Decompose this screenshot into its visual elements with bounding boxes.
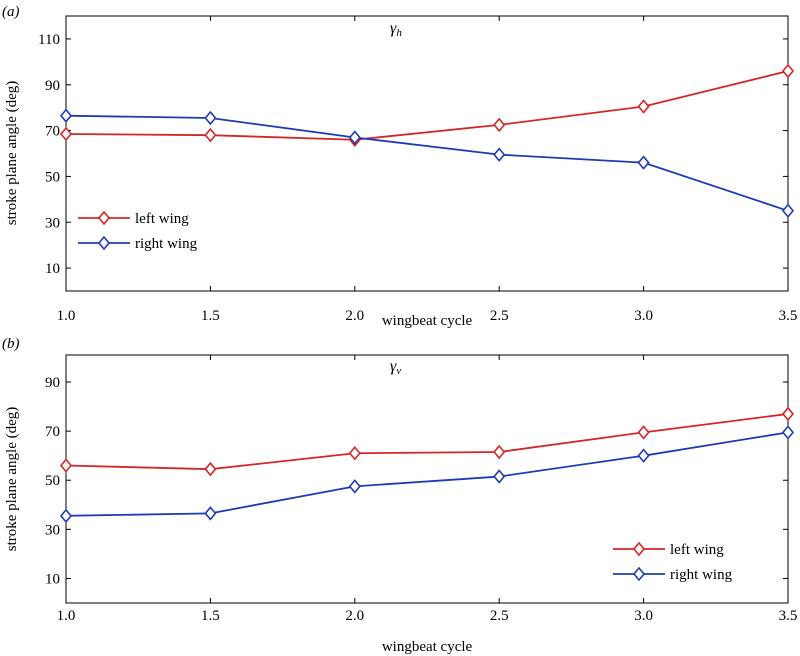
data-point-left-wing-a: [493, 117, 506, 133]
legend-marker-right-wing-a: [97, 235, 111, 251]
series-layer-b: [59, 406, 795, 524]
x-tick-label-b: 2.0: [345, 608, 364, 624]
data-point-left-wing-b: [348, 445, 361, 461]
panel-label-b: (b): [2, 336, 20, 352]
legend-label-right-wing-a: right wing: [135, 236, 198, 252]
series-line-right-wing-b: [65, 431, 789, 517]
x-tick-label-b: 1.0: [57, 608, 76, 624]
x-axis-label-b: wingbeat cycle: [382, 639, 473, 655]
legend-label-left-wing-b: left wing: [670, 542, 724, 558]
x-tick-label-b: 1.5: [201, 608, 220, 624]
data-point-left-wing-b: [637, 425, 650, 440]
y-tick-label-a: 70: [45, 124, 60, 140]
data-point-left-wing-b: [59, 458, 73, 473]
data-point-left-wing-a: [781, 63, 795, 79]
data-point-right-wing-a: [637, 155, 650, 170]
x-tick-label-a: 1.0: [57, 308, 76, 324]
data-point-right-wing-b: [348, 479, 361, 494]
data-point-right-wing-b: [493, 469, 506, 484]
data-point-right-wing-b: [637, 448, 650, 463]
legend-label-left-wing-a: left wing: [135, 211, 189, 227]
plot-frame-b: [65, 354, 789, 604]
chart-panel-a: (a) γh wingbeat cycle stroke plane angle…: [2, 4, 797, 329]
y-tick-label-b: 90: [45, 375, 60, 391]
legend-marker-left-wing-b: [632, 541, 646, 557]
x-tick-label-a: 2.0: [345, 308, 364, 324]
y-tick-label-a: 50: [45, 169, 60, 185]
y-tick-label-a: 30: [45, 215, 60, 231]
data-point-right-wing-b: [204, 506, 217, 521]
data-point-right-wing-a: [59, 108, 73, 123]
data-point-right-wing-a: [348, 130, 361, 145]
x-tick-label-b: 3.5: [779, 608, 798, 624]
series-line-left-wing-b: [65, 413, 789, 471]
y-tick-label-a: 110: [38, 32, 60, 48]
y-tick-label-b: 70: [45, 424, 60, 440]
series-layer-a: [59, 63, 795, 219]
x-tick-label-b: 2.5: [490, 608, 509, 624]
y-tick-label-b: 50: [45, 473, 60, 489]
data-point-left-wing-a: [637, 99, 650, 114]
chart-title-b: γv: [390, 358, 401, 377]
legend-b: left wing right wing: [613, 541, 733, 583]
legend-marker-left-wing-a: [97, 210, 111, 226]
x-tick-label-a: 2.5: [490, 308, 509, 324]
data-point-left-wing-b: [781, 406, 795, 422]
series-line-left-wing-a: [65, 70, 789, 141]
legend-label-right-wing-b: right wing: [670, 567, 733, 583]
y-tick-label-a: 90: [45, 78, 60, 94]
y-tick-label-a: 10: [45, 261, 60, 277]
chart-title-a: γh: [390, 20, 402, 39]
data-point-right-wing-a: [781, 203, 795, 219]
legend-a: left wing right wing: [78, 210, 198, 252]
y-tick-label-b: 10: [45, 571, 60, 587]
x-axis-label-a: wingbeat cycle: [382, 313, 473, 329]
ticks-b: 1.0 1.5 2.0 2.5 3.0 3.5 10 30 50 70 90: [45, 355, 797, 624]
data-point-right-wing-b: [781, 425, 795, 440]
x-tick-label-a: 3.0: [634, 308, 653, 324]
plot-frame-a: [65, 15, 789, 292]
x-tick-label-a: 1.5: [201, 308, 220, 324]
ticks-a: 1.0 1.5 2.0 2.5 3.0 3.5 10 30 50 70 90 110: [38, 16, 797, 324]
data-point-left-wing-a: [59, 126, 73, 142]
data-point-left-wing-b: [204, 461, 217, 477]
chart-panel-b: (b) γv wingbeat cycle stroke plane angle…: [2, 336, 797, 655]
y-tick-label-b: 30: [45, 522, 60, 538]
data-point-left-wing-b: [493, 444, 506, 460]
data-point-right-wing-b: [59, 508, 73, 524]
data-point-right-wing-a: [204, 110, 217, 126]
x-tick-label-b: 3.0: [634, 608, 653, 624]
series-line-right-wing-a: [65, 114, 789, 212]
x-tick-label-a: 3.5: [779, 308, 798, 324]
y-axis-label-a: stroke plane angle (deg): [4, 81, 20, 226]
data-point-left-wing-a: [204, 127, 217, 143]
data-point-right-wing-a: [493, 147, 506, 162]
y-axis-label-b: stroke plane angle (deg): [4, 407, 20, 552]
panel-label-a: (a): [2, 4, 20, 20]
legend-marker-right-wing-b: [632, 566, 646, 582]
